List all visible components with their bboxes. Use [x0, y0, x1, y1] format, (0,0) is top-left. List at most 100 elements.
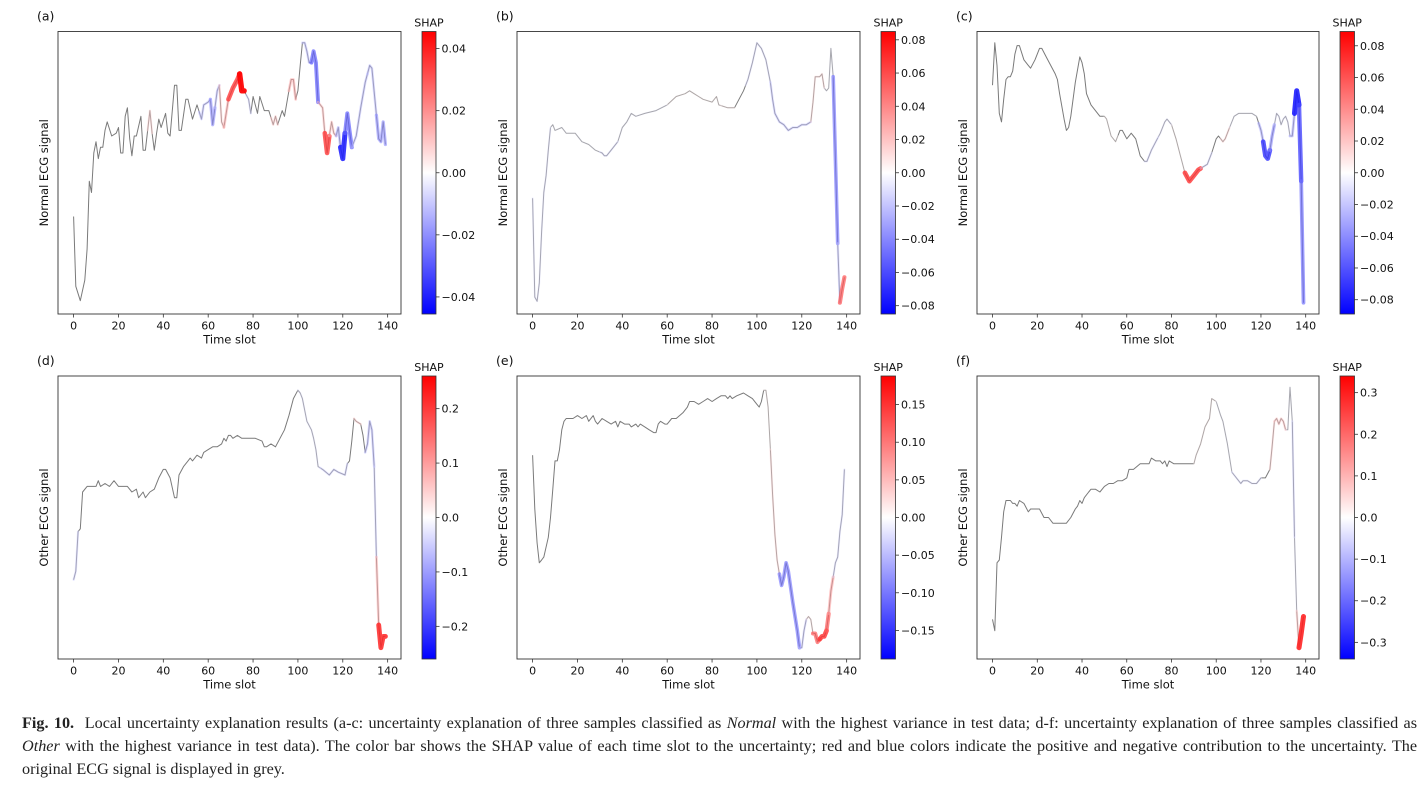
x-axis-label: Time slot [661, 333, 715, 347]
shap-segment [375, 555, 381, 627]
shap-segment [350, 72, 369, 149]
shap-segment [352, 417, 362, 426]
x-tick-label: 60 [201, 665, 215, 678]
chart-panel-b: (b) 0 20 40 60 80 100 120 140 Time slot Normal ECG… [496, 9, 935, 347]
axes-frame [976, 375, 1320, 660]
caption-text: Local uncertainty explanation results (a… [84, 714, 722, 732]
shap-segment [809, 72, 826, 123]
caption-text: with the highest variance in test data).… [22, 737, 1418, 778]
x-tick-label: 140 [377, 320, 398, 333]
shap-colorbar [1339, 375, 1355, 660]
x-axis-label: Time slot [661, 678, 715, 692]
shap-segment [269, 115, 279, 126]
colorbar-tick-label: −0.02 [442, 229, 476, 242]
colorbar-tick-label: 0.08 [901, 34, 926, 47]
colorbar-tick-label: 0.2 [442, 403, 460, 416]
shap-segment [319, 462, 349, 477]
figure-caption: Fig. 10. Local uncertainty explanation r… [22, 712, 1417, 781]
x-tick-label: 140 [836, 665, 857, 678]
shap-segment [805, 615, 814, 635]
axes-frame [57, 375, 402, 660]
shap-segment [1284, 386, 1294, 431]
shap-segment [1299, 179, 1306, 305]
colorbar-tick-label: −0.3 [1360, 636, 1387, 649]
shap-segment [366, 64, 378, 117]
figure-panels: (a) 0 20 40 60 80 100 120 140 Time slot Normal ECG… [37, 9, 1394, 692]
shap-segment [213, 83, 221, 110]
x-tick-label: 20 [570, 320, 584, 333]
x-tick-label: 100 [287, 320, 308, 333]
colorbar-tick-label: −0.06 [901, 266, 935, 279]
shap-segment [817, 628, 829, 642]
shap-segment [309, 49, 321, 105]
colorbar-tick-label: −0.15 [901, 624, 935, 637]
shap-segment [343, 111, 354, 150]
shap-segment [334, 126, 342, 149]
chart-panel-e: (e) 0 20 40 60 80 100 120 140 Time slot Other ECG … [496, 353, 935, 692]
chart-panel-f: (f) 0 20 40 60 80 100 120 140 Time slot Other ECG … [956, 353, 1387, 692]
x-tick-label: 60 [1120, 320, 1134, 333]
x-tick-label: 0 [989, 320, 996, 333]
x-tick-label: 100 [287, 665, 308, 678]
y-axis-label: Normal ECG signal [956, 119, 970, 226]
colorbar-tick-label: −0.08 [901, 300, 935, 313]
x-tick-label: 20 [1030, 665, 1044, 678]
colorbar-title: SHAP [1333, 17, 1363, 30]
colorbar-tick-label: −0.08 [1360, 294, 1394, 307]
panel-label: (a) [37, 9, 54, 24]
x-tick-label: 20 [1030, 320, 1044, 333]
colorbar-tick-label: 0.2 [1360, 428, 1378, 441]
shap-segment [1268, 123, 1277, 152]
chart-panel-c: (c) 0 20 40 60 80 100 120 140 Time slot Normal ECG… [956, 9, 1394, 347]
x-tick-label: 40 [156, 320, 170, 333]
x-tick-label: 40 [1075, 665, 1089, 678]
colorbar-tick-label: −0.10 [901, 587, 935, 600]
colorbar-tick-label: 0.04 [1360, 103, 1385, 116]
x-tick-label: 40 [156, 665, 170, 678]
axes-frame [57, 31, 402, 315]
shap-segment [824, 611, 831, 633]
panel-label: (e) [496, 353, 513, 368]
x-tick-label: 120 [791, 320, 812, 333]
shap-segment [549, 123, 601, 153]
shap-segment [72, 530, 80, 581]
shap-segment [245, 93, 252, 115]
shap-segment [1199, 151, 1213, 170]
shap-segment [1291, 88, 1302, 116]
x-tick-label: 140 [377, 665, 398, 678]
ecg-signal-line [73, 42, 386, 302]
shap-segment [1260, 139, 1273, 161]
x-tick-label: 80 [246, 665, 260, 678]
colorbar-tick-label: 0.06 [1360, 72, 1385, 85]
colorbar-tick-label: 0.1 [442, 457, 460, 470]
shap-segment [218, 84, 226, 129]
chart-panel-d: (d) 0 20 40 60 80 100 120 140 Time slot Other ECG … [37, 353, 468, 692]
shap-segment [769, 81, 813, 132]
shap-segment [837, 275, 847, 305]
shap-segment [1219, 126, 1231, 143]
colorbar-tick-label: −0.06 [1360, 262, 1394, 275]
x-tick-label: 80 [1164, 320, 1178, 333]
chart-panel-a: (a) 0 20 40 60 80 100 120 140 Time slot Normal ECG… [37, 9, 475, 347]
x-tick-label: 140 [1295, 320, 1316, 333]
axes-frame [516, 375, 861, 660]
colorbar-tick-label: 0.05 [901, 474, 926, 487]
x-tick-label: 100 [746, 320, 767, 333]
colorbar-tick-label: −0.04 [442, 291, 476, 304]
x-tick-label: 140 [836, 320, 857, 333]
colorbar-tick-label: −0.02 [901, 200, 935, 213]
shap-segment [1293, 536, 1298, 612]
caption-label: Fig. 10. [22, 714, 75, 732]
shap-segment [222, 97, 230, 129]
x-tick-label: 100 [1206, 665, 1227, 678]
x-tick-label: 120 [1250, 320, 1271, 333]
x-axis-label: Time slot [202, 333, 256, 347]
ecg-signal-line [532, 389, 845, 649]
colorbar-tick-label: 0.15 [901, 399, 926, 412]
shap-colorbar [880, 375, 896, 660]
shap-segment [598, 140, 619, 157]
colorbar-title: SHAP [414, 361, 444, 374]
shap-segment [1157, 118, 1173, 139]
x-tick-label: 0 [529, 665, 536, 678]
caption-italic-normal: Normal [726, 714, 777, 732]
